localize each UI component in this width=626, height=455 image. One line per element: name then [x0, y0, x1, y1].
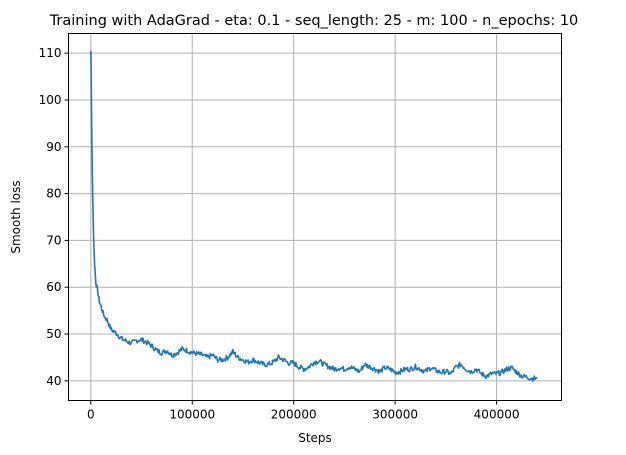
loss-line — [90, 50, 538, 382]
y-tick-label: 80 — [46, 187, 61, 201]
x-tick-label: 100000 — [169, 408, 215, 422]
x-tick-label: 300000 — [372, 408, 418, 422]
chart-title: Training with AdaGrad - eta: 0.1 - seq_l… — [49, 13, 579, 29]
y-axis-ticks: 40 50 60 70 80 90 100 110 — [39, 46, 69, 388]
x-tick-label: 400000 — [474, 408, 520, 422]
x-axis-label: Steps — [298, 431, 332, 445]
y-axis-label: Smooth loss — [9, 180, 23, 253]
y-tick-label: 100 — [39, 93, 62, 107]
y-tick-label: 60 — [46, 280, 61, 294]
y-tick-label: 50 — [46, 327, 61, 341]
series-layer — [90, 50, 538, 382]
y-tick-label: 90 — [46, 140, 61, 154]
plot-frame — [68, 33, 562, 401]
y-tick-label: 110 — [39, 46, 62, 60]
y-tick-label: 70 — [46, 233, 61, 247]
grid-lines — [68, 33, 562, 401]
x-axis-ticks: 0 100000 200000 300000 400000 — [87, 400, 520, 422]
x-tick-label: 200000 — [271, 408, 317, 422]
x-tick-label: 0 — [87, 408, 95, 422]
y-tick-label: 40 — [46, 374, 61, 388]
